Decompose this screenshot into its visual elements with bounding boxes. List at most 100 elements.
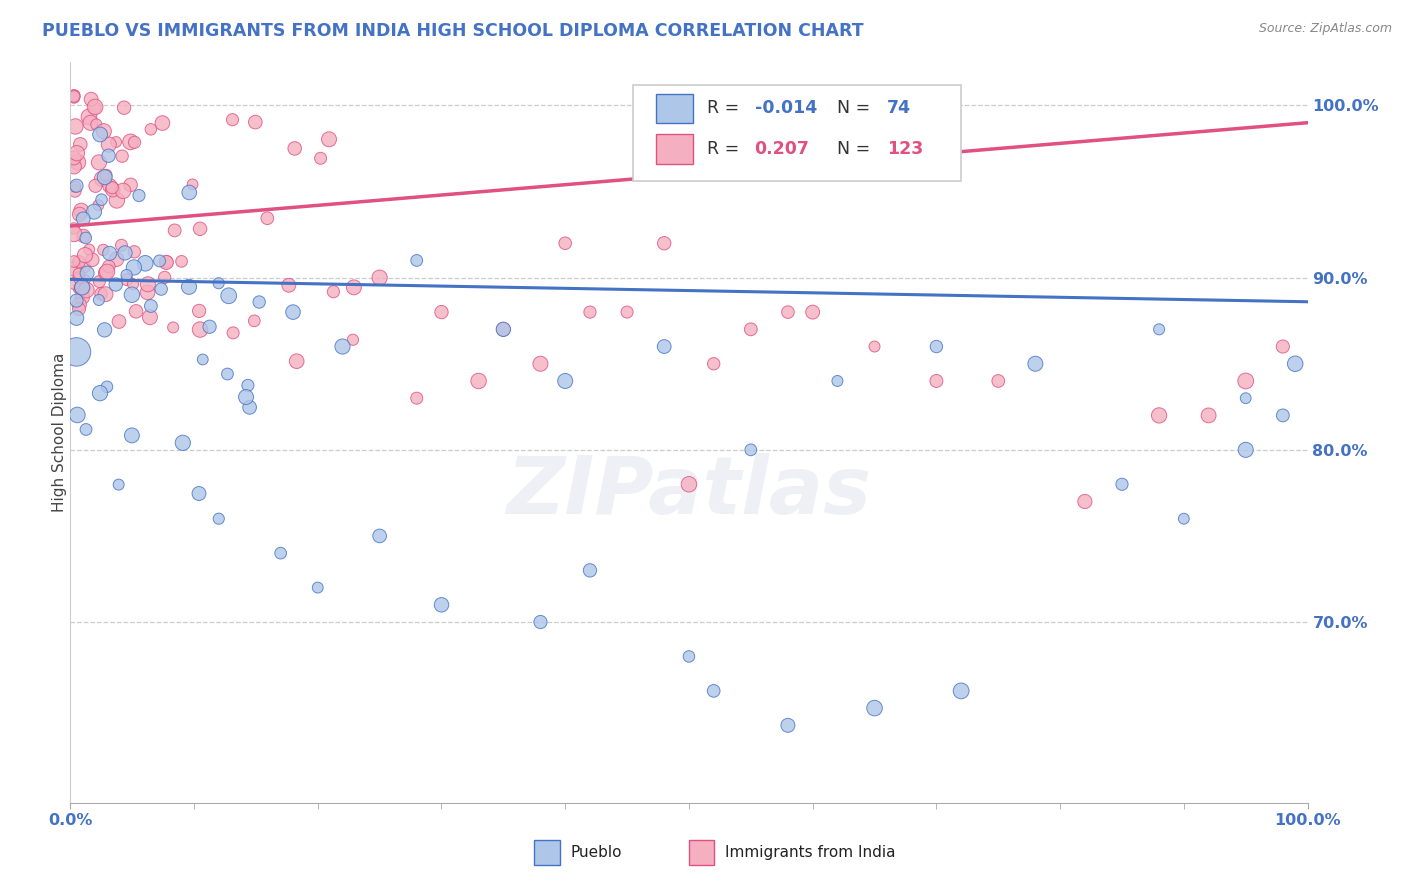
- Point: [63, 151, 86, 165]
- Point: [66, 155, 89, 169]
- Point: [217, 367, 239, 381]
- Point: [318, 132, 340, 146]
- Point: [188, 486, 211, 500]
- Point: [243, 314, 266, 328]
- Point: [77, 243, 100, 257]
- Point: [139, 122, 162, 136]
- Point: [652, 236, 675, 251]
- Text: 0.207: 0.207: [755, 140, 810, 158]
- Point: [801, 305, 824, 319]
- Point: [120, 178, 142, 192]
- Point: [309, 151, 332, 165]
- Text: R =: R =: [707, 140, 745, 158]
- Point: [73, 260, 96, 274]
- Text: N =: N =: [838, 99, 876, 118]
- Point: [235, 390, 257, 404]
- Point: [63, 179, 86, 194]
- Point: [191, 352, 214, 367]
- Point: [1234, 374, 1257, 388]
- Point: [245, 115, 267, 129]
- Point: [579, 305, 602, 319]
- Point: [554, 374, 576, 388]
- FancyBboxPatch shape: [633, 85, 962, 181]
- Point: [63, 160, 86, 174]
- Point: [467, 374, 489, 388]
- Point: [75, 422, 97, 436]
- Point: [98, 178, 121, 193]
- Point: [63, 227, 86, 241]
- Point: [94, 168, 117, 182]
- Point: [703, 357, 725, 371]
- Point: [405, 391, 427, 405]
- Point: [93, 124, 115, 138]
- Point: [1074, 494, 1097, 508]
- Point: [492, 322, 515, 336]
- Point: [63, 90, 86, 104]
- Point: [63, 184, 86, 198]
- Point: [703, 684, 725, 698]
- Point: [188, 322, 211, 336]
- Point: [153, 270, 176, 285]
- Point: [136, 285, 159, 300]
- Point: [218, 289, 240, 303]
- Point: [65, 120, 87, 134]
- Point: [128, 188, 150, 202]
- Point: [1271, 339, 1294, 353]
- Text: 123: 123: [887, 140, 924, 158]
- Point: [430, 305, 453, 319]
- Text: Source: ZipAtlas.com: Source: ZipAtlas.com: [1258, 22, 1392, 36]
- Point: [579, 563, 602, 577]
- Text: Pueblo: Pueblo: [571, 846, 623, 860]
- Point: [97, 260, 120, 274]
- Point: [1234, 391, 1257, 405]
- Point: [72, 290, 94, 304]
- Point: [69, 137, 91, 152]
- Point: [75, 231, 97, 245]
- Point: [90, 193, 112, 207]
- Point: [181, 178, 204, 192]
- Point: [136, 277, 159, 292]
- Point: [83, 204, 105, 219]
- Bar: [655, 94, 693, 123]
- Point: [163, 223, 186, 237]
- Text: PUEBLO VS IMMIGRANTS FROM INDIA HIGH SCHOOL DIPLOMA CORRELATION CHART: PUEBLO VS IMMIGRANTS FROM INDIA HIGH SCH…: [42, 22, 863, 40]
- Point: [529, 615, 551, 629]
- Point: [152, 116, 174, 130]
- Point: [65, 293, 87, 308]
- Point: [950, 684, 973, 698]
- Text: Immigrants from India: Immigrants from India: [725, 846, 896, 860]
- Point: [343, 280, 366, 294]
- Point: [156, 255, 179, 269]
- Point: [430, 598, 453, 612]
- Point: [678, 477, 700, 491]
- Point: [67, 297, 90, 311]
- Point: [77, 110, 100, 124]
- Point: [1147, 322, 1170, 336]
- Point: [124, 244, 146, 259]
- Point: [97, 149, 120, 163]
- Point: [94, 287, 117, 301]
- Point: [172, 435, 194, 450]
- Point: [67, 302, 90, 317]
- Point: [239, 401, 262, 415]
- Point: [67, 281, 90, 295]
- Point: [73, 248, 96, 262]
- Point: [70, 280, 93, 294]
- Point: [98, 246, 121, 260]
- Point: [87, 155, 110, 169]
- Point: [179, 186, 201, 200]
- Bar: [655, 134, 693, 163]
- Point: [122, 260, 145, 275]
- Point: [134, 256, 156, 270]
- Point: [1271, 409, 1294, 423]
- Point: [79, 116, 101, 130]
- Point: [96, 265, 118, 279]
- Point: [492, 322, 515, 336]
- Point: [1173, 512, 1195, 526]
- Point: [91, 171, 114, 186]
- Point: [208, 512, 231, 526]
- Point: [652, 339, 675, 353]
- Point: [108, 314, 131, 328]
- Point: [87, 198, 110, 212]
- Point: [76, 266, 98, 280]
